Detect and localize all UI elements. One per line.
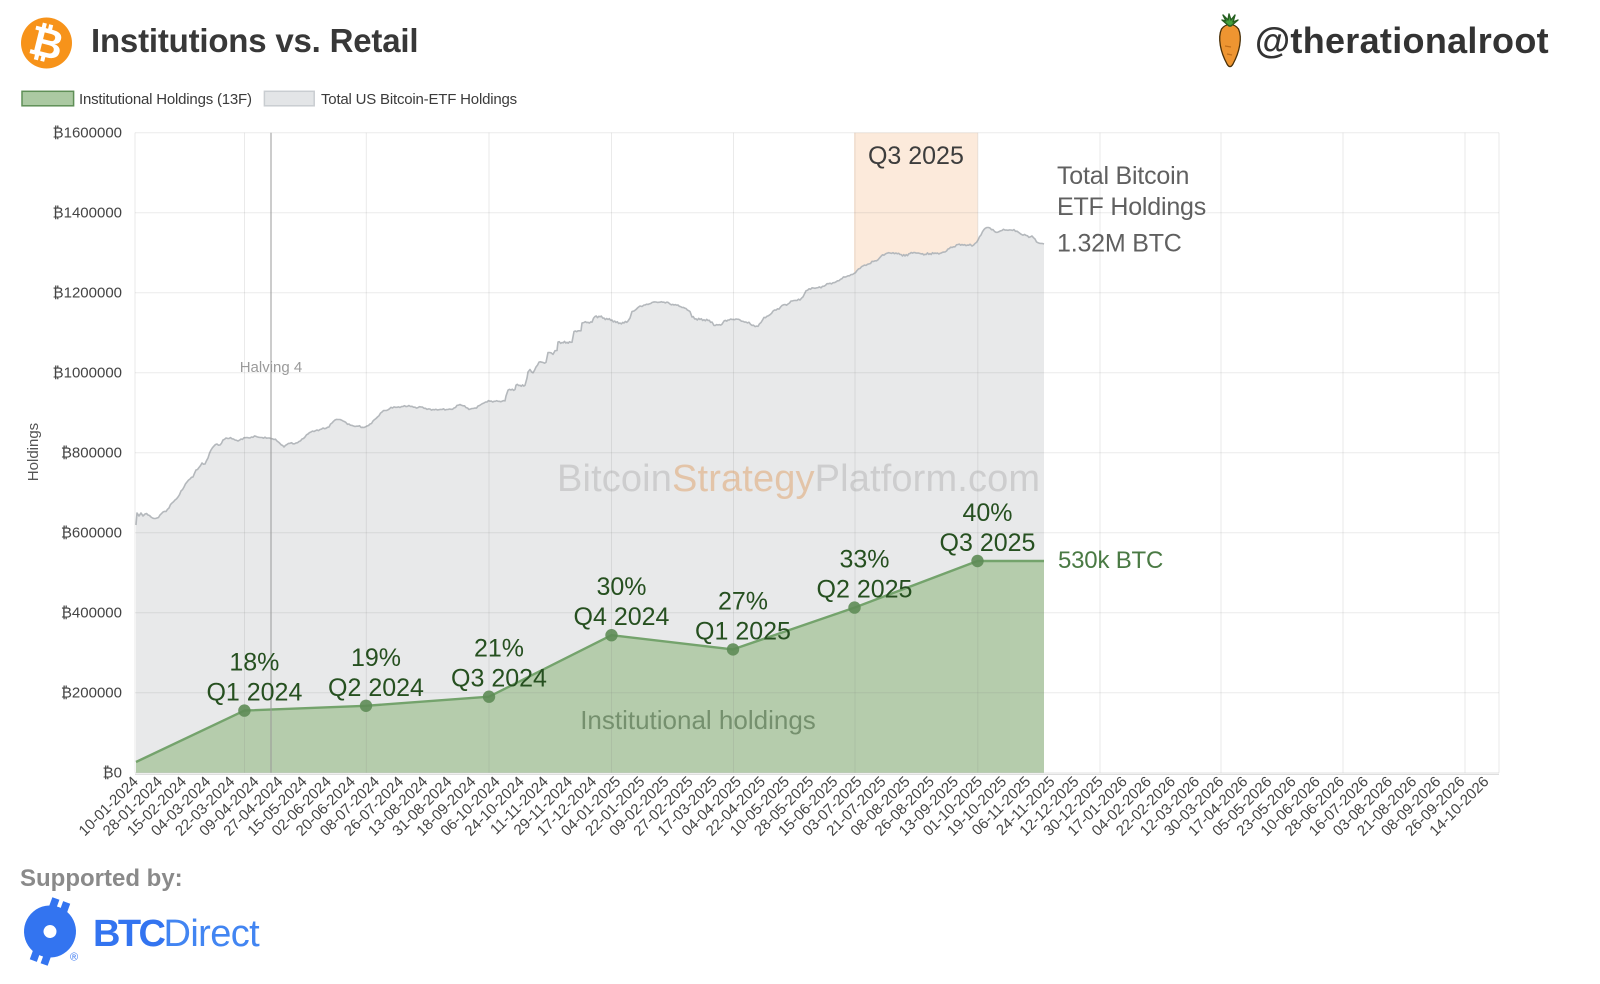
svg-text:Q1 2024: Q1 2024 xyxy=(206,679,302,707)
svg-text:₿400000: ₿400000 xyxy=(61,605,122,622)
svg-text:Total Bitcoin: Total Bitcoin xyxy=(1057,162,1189,190)
svg-text:40%: 40% xyxy=(962,499,1012,527)
svg-text:₿800000: ₿800000 xyxy=(61,445,122,462)
svg-text:21%: 21% xyxy=(474,635,524,663)
svg-text:Halving 4: Halving 4 xyxy=(240,359,303,376)
svg-text:BitcoinStrategyPlatform.com: BitcoinStrategyPlatform.com xyxy=(557,458,1040,500)
svg-text:Q4 2024: Q4 2024 xyxy=(574,603,670,631)
svg-text:Q2 2025: Q2 2025 xyxy=(817,576,913,604)
svg-text:Institutional holdings: Institutional holdings xyxy=(580,705,816,735)
svg-text:Q3 2024: Q3 2024 xyxy=(451,665,547,693)
svg-text:30%: 30% xyxy=(596,573,646,601)
svg-text:Supported by:: Supported by: xyxy=(20,865,183,892)
svg-text:Total US Bitcoin-ETF Holdings: Total US Bitcoin-ETF Holdings xyxy=(321,91,517,108)
svg-text:Q3 2025: Q3 2025 xyxy=(940,529,1036,557)
svg-text:ETF Holdings: ETF Holdings xyxy=(1057,193,1206,221)
svg-text:@therationalroot: @therationalroot xyxy=(1255,20,1549,61)
svg-text:₿1400000: ₿1400000 xyxy=(53,205,123,222)
svg-text:BTC: BTC xyxy=(93,913,165,955)
svg-text:19%: 19% xyxy=(351,644,401,672)
svg-text:₿1200000: ₿1200000 xyxy=(53,285,123,302)
svg-text:Holdings: Holdings xyxy=(25,423,42,481)
svg-text:Institutions vs. Retail: Institutions vs. Retail xyxy=(91,22,418,59)
svg-text:₿200000: ₿200000 xyxy=(61,685,122,702)
svg-text:₿600000: ₿600000 xyxy=(61,525,122,542)
svg-text:1.32M BTC: 1.32M BTC xyxy=(1057,230,1182,258)
svg-text:₿1000000: ₿1000000 xyxy=(53,365,123,382)
svg-text:18%: 18% xyxy=(229,649,279,677)
svg-text:®: ® xyxy=(70,952,78,964)
svg-text:27%: 27% xyxy=(718,587,768,615)
svg-text:₿0: ₿0 xyxy=(103,765,122,782)
svg-text:₿1600000: ₿1600000 xyxy=(53,125,123,142)
svg-text:530k BTC: 530k BTC xyxy=(1058,547,1163,574)
svg-text:Q3 2025: Q3 2025 xyxy=(868,142,964,170)
svg-text:Q1 2025: Q1 2025 xyxy=(695,617,791,645)
svg-text:Institutional Holdings (13F): Institutional Holdings (13F) xyxy=(79,91,252,108)
svg-text:Q2 2024: Q2 2024 xyxy=(328,674,424,702)
svg-text:Direct: Direct xyxy=(164,913,261,955)
svg-text:33%: 33% xyxy=(839,546,889,574)
